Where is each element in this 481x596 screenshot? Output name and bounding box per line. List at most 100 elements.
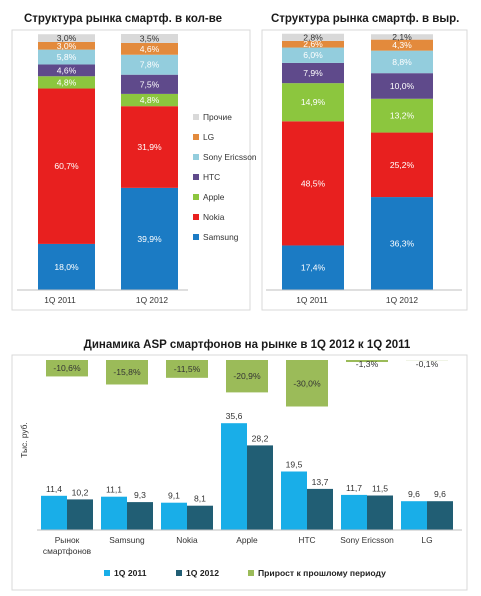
bar-asp-2011-4: [281, 471, 307, 530]
chart-asp-frame: [11, 354, 468, 591]
data-label-asp-2011-5: 11,7: [346, 483, 362, 493]
bar-sony-ericsson-0: [38, 49, 95, 65]
data-label-sony-ericsson-0: 5,8%: [57, 52, 77, 62]
bar-htc-1: [371, 73, 433, 99]
data-label-lg-1: 4,3%: [392, 40, 412, 50]
chart-revenue-bars: 17,4% 48,5% 14,9% 7,9% 6,0%2,6%2,8% 36,3% 25,2…: [282, 32, 433, 290]
data-label-htc-0: 4,6%: [57, 65, 77, 75]
data-label-samsung-1: 36,3%: [390, 239, 415, 249]
data-label-asp-2011-1: 11,1: [106, 485, 122, 495]
bar-asp-2012-2: [187, 505, 213, 530]
bar-nokia-0: [282, 121, 344, 246]
bar-asp-2012-5: [367, 495, 393, 530]
data-label-прочие-1: 3,5%: [140, 33, 160, 43]
chart-revenue-frame: [261, 29, 468, 311]
chart-revenue-title: Структура рынка смартф. в выр.: [271, 13, 459, 25]
xtick-asp-5-0: Sony Ericsson: [340, 535, 394, 545]
legend-swatch-sony-ericsson: [193, 154, 199, 160]
data-label-apple-1: 13,2%: [390, 111, 415, 121]
chart-revenue-xtick-0: 1Q 2011: [296, 295, 328, 305]
bar-asp-2011-0: [41, 495, 67, 530]
data-label-samsung-0: 18,0%: [54, 262, 79, 272]
bar-asp-2012-1: [127, 502, 153, 530]
data-label-asp-2011-3: 35,6: [226, 411, 243, 421]
data-label-sony-ericsson-0: 6,0%: [303, 50, 323, 60]
bar-lg-1: [371, 39, 433, 51]
legend-swatch-прочие: [193, 114, 199, 120]
bar-sony-ericsson-1: [371, 50, 433, 74]
data-label-asp-2011-0: 11,4: [46, 484, 62, 494]
legend-label-asp-2: Прирост к прошлому периоду: [258, 568, 386, 578]
bar-asp-2011-3: [221, 423, 247, 530]
bar-asp-2012-0: [67, 499, 93, 530]
chart-quantity: Структура рынка смартф. в кол-ве 18,0% 60…: [11, 13, 257, 311]
data-label-nokia-0: 48,5%: [301, 178, 326, 188]
bar-lg-0: [38, 41, 95, 50]
legend-swatch-asp-0: [104, 570, 110, 576]
bar-apple-0: [38, 76, 95, 89]
bar-asp-growth-4: [286, 360, 328, 407]
data-label-asp-growth-6: -0,1%: [416, 359, 439, 369]
legend-swatch-samsung: [193, 234, 199, 240]
legend-swatch-asp-1: [176, 570, 182, 576]
legend-swatch-nokia: [193, 214, 199, 220]
chart-asp: Динамика ASP смартфонов на рынке в 1Q 20…: [11, 339, 468, 591]
legend-label-samsung: Samsung: [203, 232, 239, 242]
bar-sony-ericsson-0: [282, 47, 344, 63]
legend-label-lg: LG: [203, 132, 214, 142]
data-label-прочие-0: 3,0%: [57, 33, 77, 43]
chart-revenue: Структура рынка смартф. в выр. 17,4% 48,5…: [261, 13, 468, 311]
bar-asp-2011-2: [161, 502, 187, 530]
data-label-asp-growth-3: -20,9%: [233, 371, 261, 381]
bar-htc-1: [121, 74, 178, 94]
bar-прочие-0: [38, 34, 95, 42]
chart-asp-y-label: Тыс. руб.: [19, 422, 29, 458]
legend-swatch-asp-2: [248, 570, 254, 576]
data-label-asp-growth-5: -1,3%: [356, 359, 379, 369]
data-label-apple-0: 4,8%: [57, 77, 77, 87]
bar-asp-growth-1: [106, 360, 148, 385]
xtick-asp-4-0: HTC: [298, 535, 315, 545]
bar-прочие-1: [371, 34, 433, 40]
legend-label-htc: HTC: [203, 172, 220, 182]
xtick-asp-3-0: Apple: [236, 535, 258, 545]
bar-прочие-0: [282, 33, 344, 41]
legend-label-apple: Apple: [203, 192, 225, 202]
bar-htc-0: [38, 64, 95, 77]
legend-label-asp-0: 1Q 2011: [114, 568, 147, 578]
data-label-apple-1: 4,8%: [140, 95, 160, 105]
chart-quantity-xtick-0: 1Q 2011: [44, 295, 76, 305]
data-label-asp-growth-0: -10,6%: [53, 363, 81, 373]
data-label-htc-0: 7,9%: [303, 68, 323, 78]
bar-asp-growth-2: [166, 360, 208, 378]
bar-asp-2011-1: [101, 496, 127, 530]
data-label-asp-2012-1: 9,3: [134, 490, 146, 500]
chart-quantity-bars: 18,0%60,7%4,8%4,6%5,8%3,0%3,0%39,9%31,9%…: [38, 33, 178, 290]
bar-nokia-1: [371, 132, 433, 198]
bar-samsung-1: [371, 197, 433, 290]
data-label-sony-ericsson-1: 8,8%: [392, 57, 412, 67]
chart-quantity-xtick-1: 1Q 2012: [136, 295, 168, 305]
data-label-asp-2012-5: 11,5: [372, 484, 388, 494]
bar-lg-0: [282, 40, 344, 48]
legend-swatch-lg: [193, 134, 199, 140]
xtick-asp-2-0: Nokia: [176, 535, 198, 545]
bar-samsung-0: [282, 245, 344, 290]
chart-quantity-title: Структура рынка смартф. в кол-ве: [24, 13, 222, 25]
legend-label-sony-ericsson: Sony Ericsson: [203, 152, 257, 162]
data-label-asp-2011-6: 9,6: [408, 489, 420, 499]
bar-прочие-1: [121, 34, 178, 43]
chart-quantity-legend: Прочие LG Sony Ericsson HTC Apple Nokia Samsun…: [193, 112, 257, 242]
bar-asp-2012-6: [427, 501, 453, 530]
data-label-sony-ericsson-1: 7,8%: [140, 60, 160, 70]
data-label-asp-2011-2: 9,1: [168, 491, 180, 501]
bar-apple-1: [371, 98, 433, 133]
data-label-samsung-1: 39,9%: [137, 234, 162, 244]
data-label-htc-1: 10,0%: [390, 81, 415, 91]
data-label-asp-growth-4: -30,0%: [293, 378, 321, 388]
legend-swatch-htc: [193, 174, 199, 180]
bar-sony-ericsson-1: [121, 54, 178, 75]
data-label-lg-1: 4,6%: [140, 44, 160, 54]
bar-asp-2011-6: [401, 501, 427, 530]
bar-apple-1: [121, 93, 178, 107]
